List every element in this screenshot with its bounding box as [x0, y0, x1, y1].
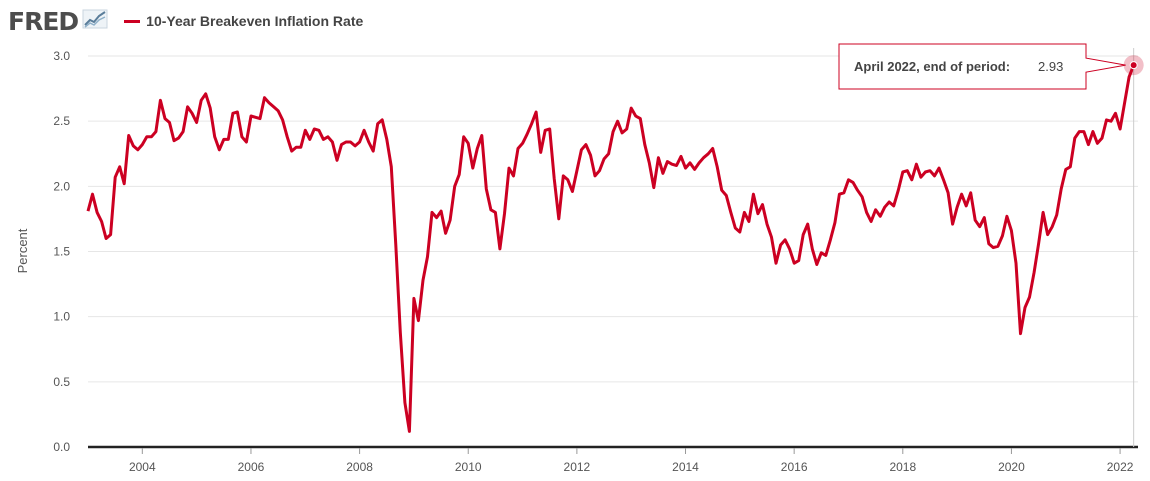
- x-tick-label: 2010: [455, 460, 482, 474]
- x-tick-label: 2012: [564, 460, 591, 474]
- x-tick-label: 2016: [781, 460, 808, 474]
- tooltip: April 2022, end of period: 2.93: [838, 43, 1126, 90]
- series-line[interactable]: [86, 64, 1136, 433]
- legend-swatch: [124, 19, 141, 23]
- x-tick-label: 2004: [129, 460, 156, 474]
- x-tick-label: 2022: [1107, 460, 1134, 474]
- tooltip-value: 2.93: [1038, 59, 1063, 74]
- chart-header: FRED 10-Year Breakeven Inflation Rate: [8, 6, 363, 36]
- tooltip-title: April 2022, end of period:: [854, 59, 1010, 74]
- legend[interactable]: 10-Year Breakeven Inflation Rate: [124, 13, 363, 29]
- y-tick-label: 0.5: [53, 375, 70, 389]
- y-axis-ticks: 0.0 0.5 1.0 1.5 2.0 2.5 3.0: [53, 49, 70, 454]
- x-tick-label: 2020: [998, 460, 1025, 474]
- chart-trend-icon: [82, 8, 108, 35]
- x-tick-label: 2018: [889, 460, 916, 474]
- tooltip-box: [838, 43, 1126, 90]
- y-tick-label: 1.0: [53, 310, 70, 324]
- y-axis-label: Percent: [15, 228, 30, 273]
- y-tick-label: 1.5: [53, 245, 70, 259]
- fred-logo[interactable]: FRED: [8, 6, 79, 36]
- x-tick-label: 2006: [238, 460, 265, 474]
- y-tick-label: 0.0: [53, 440, 70, 454]
- hover-point[interactable]: [1129, 61, 1138, 70]
- series-group: [86, 64, 1136, 433]
- x-axis-ticks: 2004 2006 2008 2010 2012 2014 2016 2018 2020 2022: [129, 448, 1134, 474]
- x-tick-label: 2008: [346, 460, 373, 474]
- legend-label: 10-Year Breakeven Inflation Rate: [146, 13, 364, 29]
- grid-lines: [88, 55, 1138, 449]
- x-tick-label: 2014: [672, 460, 699, 474]
- hover-marker-group: [1123, 48, 1144, 447]
- y-tick-label: 3.0: [53, 49, 70, 63]
- y-tick-label: 2.0: [53, 179, 70, 193]
- y-tick-label: 2.5: [53, 114, 70, 128]
